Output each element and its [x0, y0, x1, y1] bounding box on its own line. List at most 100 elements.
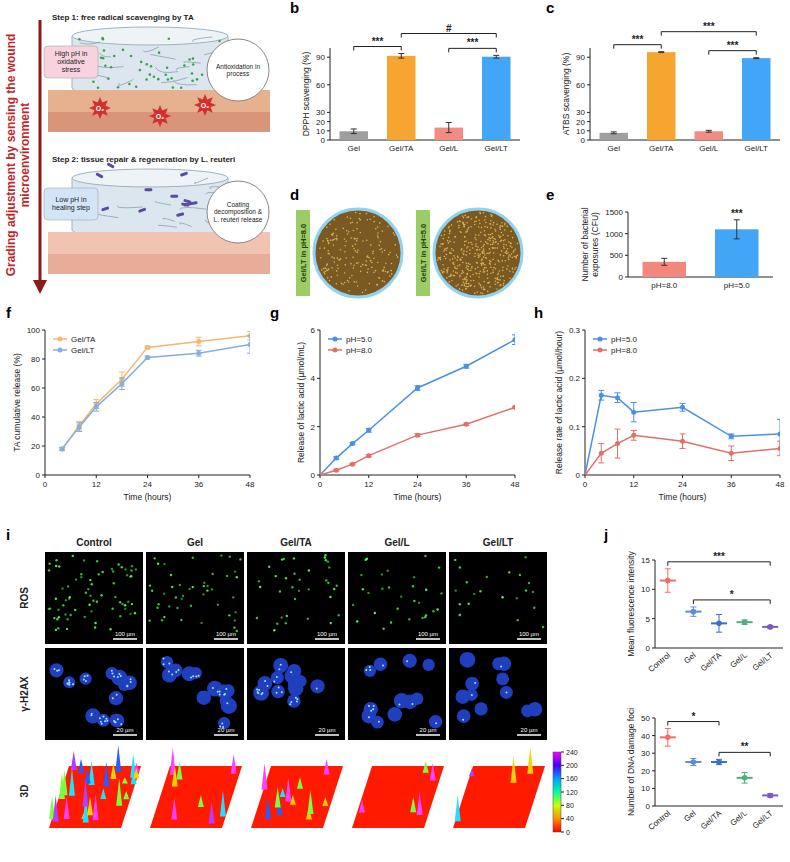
column-header: Gel/L	[384, 537, 409, 548]
panel-label: j	[603, 526, 608, 543]
focus	[280, 664, 282, 666]
ros-dot	[436, 608, 438, 610]
ros-dot	[124, 608, 126, 610]
colony	[474, 292, 476, 294]
nucleus	[364, 702, 378, 716]
ros-dot	[281, 558, 283, 560]
colony	[492, 272, 494, 274]
colony	[458, 225, 460, 227]
y-tick-label: 0.2	[569, 374, 581, 383]
focus	[471, 694, 473, 696]
colony	[489, 262, 491, 264]
colony	[475, 243, 477, 245]
colony	[377, 235, 379, 237]
ros-dot	[382, 628, 384, 630]
colony	[336, 239, 338, 241]
ros-dot	[80, 573, 82, 575]
colony	[513, 250, 515, 252]
fiber	[193, 37, 213, 42]
ros-dot	[111, 607, 113, 609]
text-line: High pH in	[55, 50, 88, 58]
y-tick	[587, 130, 590, 131]
colony	[499, 227, 501, 229]
text-line: L. reuteri release	[214, 216, 263, 223]
colony	[367, 272, 369, 274]
colony	[353, 230, 355, 232]
colony	[337, 268, 339, 270]
x-tick-label: Gel/LT	[751, 651, 775, 673]
colony	[493, 247, 495, 249]
colony	[492, 233, 494, 235]
colony	[475, 268, 477, 270]
ta-dot	[191, 72, 194, 75]
ros-image	[348, 552, 446, 644]
error-bar	[680, 434, 686, 449]
ros-dot	[466, 581, 468, 583]
error-bar	[598, 444, 604, 463]
colony	[508, 241, 510, 243]
y-tick	[317, 330, 320, 331]
error-bar	[493, 55, 499, 58]
ros-dot	[112, 570, 114, 572]
peak	[469, 769, 475, 776]
colony	[465, 282, 467, 284]
fiber	[176, 67, 189, 71]
colony	[356, 240, 358, 242]
bacterium	[181, 202, 189, 207]
y-tick-label: 1000	[605, 230, 623, 239]
colony	[348, 290, 350, 292]
colony	[470, 280, 472, 282]
colony	[381, 251, 383, 253]
focus	[295, 697, 297, 699]
ros-dot	[229, 555, 231, 557]
ta-dot	[153, 76, 156, 79]
y-tick-label: 20	[576, 118, 585, 127]
ros-dot	[360, 574, 362, 576]
colony	[354, 238, 356, 240]
focus	[224, 693, 226, 695]
colony	[372, 252, 374, 254]
bacterium	[183, 199, 191, 204]
colony	[440, 243, 442, 245]
colony	[482, 253, 484, 255]
x-tick-label: 24	[678, 480, 687, 489]
colony	[471, 218, 473, 220]
error-bar	[690, 758, 696, 765]
colony	[338, 259, 340, 261]
colony	[511, 246, 513, 248]
colony	[484, 254, 486, 256]
radical	[194, 94, 216, 116]
significance: ***	[467, 37, 479, 48]
ros-dot	[285, 577, 287, 579]
ta-dot	[192, 57, 195, 60]
colony	[484, 219, 486, 221]
colony	[488, 253, 490, 255]
scale-label: 20 µm	[117, 727, 134, 733]
colony	[494, 263, 496, 265]
y-tick-label: 0	[646, 644, 651, 653]
colony	[382, 270, 384, 272]
focus	[296, 700, 298, 702]
colony	[448, 237, 450, 239]
colony	[335, 283, 337, 285]
colony	[356, 251, 358, 253]
nucleus	[423, 659, 435, 671]
colony	[456, 268, 458, 270]
ros-dot	[235, 611, 237, 613]
colony	[480, 231, 482, 233]
colony	[357, 285, 359, 287]
sig-bracket	[449, 48, 497, 52]
ros-dot	[286, 615, 288, 617]
ros-dot	[308, 569, 310, 571]
colony	[355, 250, 357, 252]
colony	[499, 225, 501, 227]
colony	[444, 230, 446, 232]
bacterium	[138, 207, 147, 213]
peak	[324, 759, 330, 775]
fiber	[117, 206, 142, 208]
y-tick-label: 30	[641, 749, 650, 758]
nucleus	[460, 652, 476, 668]
ros-dot	[390, 621, 392, 623]
ta-dot	[107, 77, 110, 80]
colony	[483, 250, 485, 252]
